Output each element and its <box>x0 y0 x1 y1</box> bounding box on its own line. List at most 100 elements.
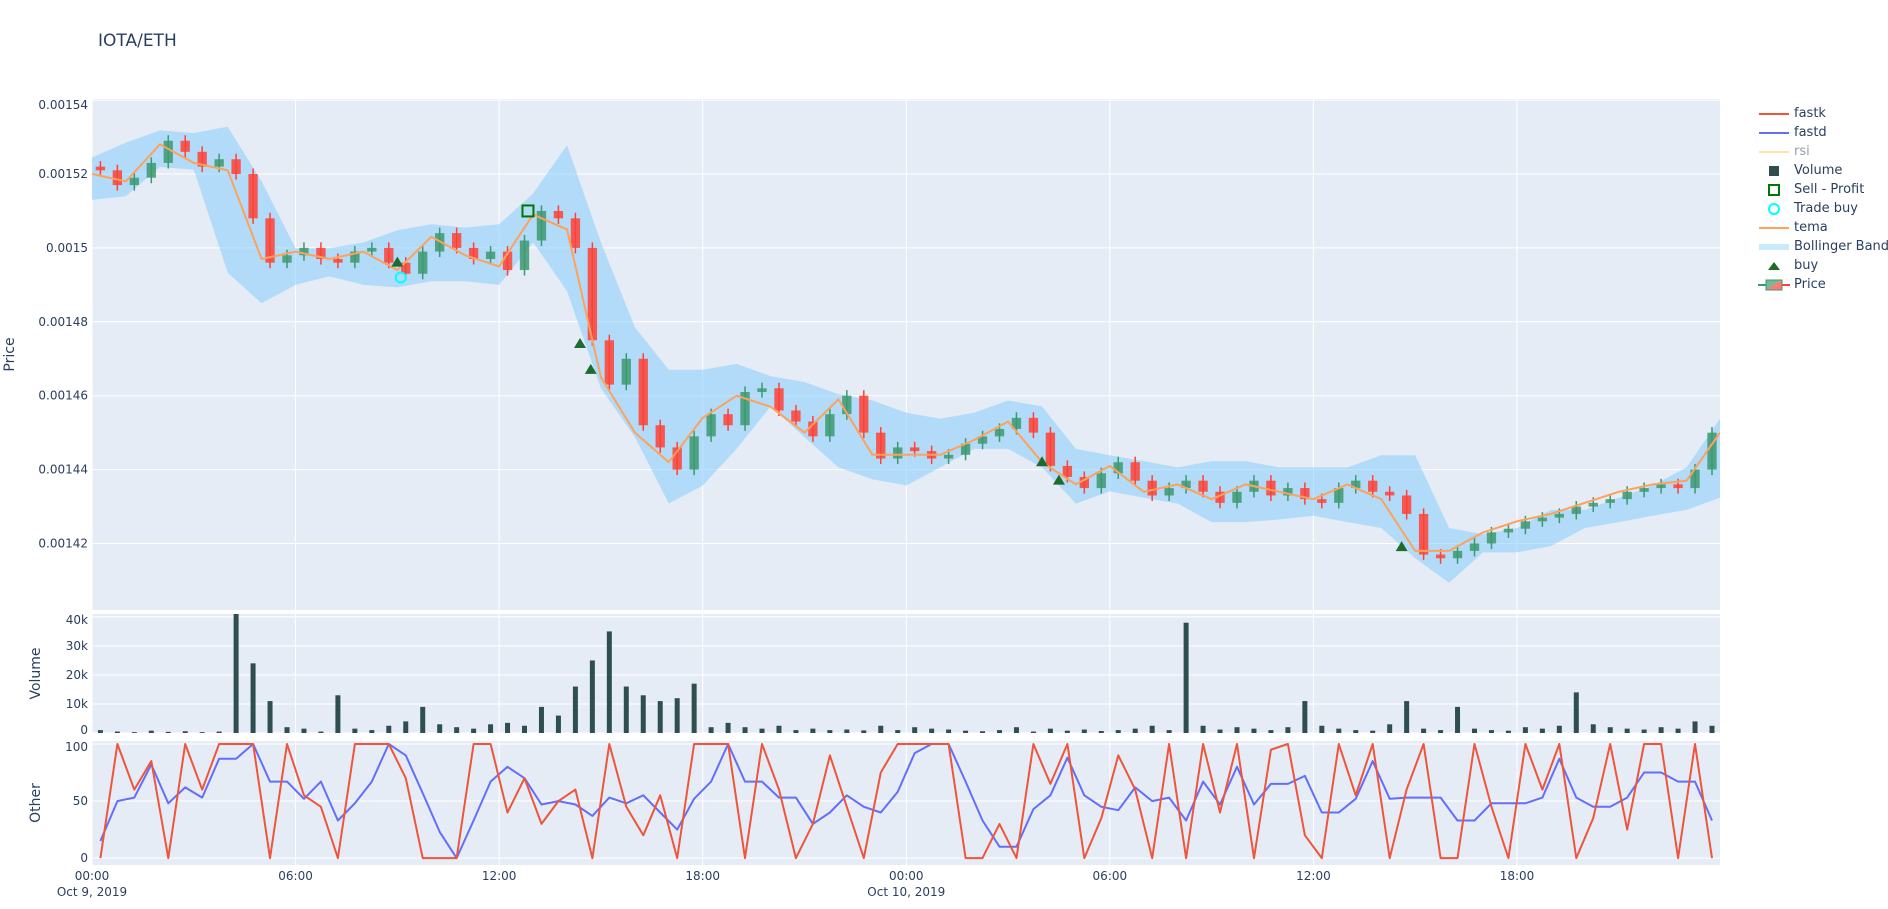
candle-body <box>1351 480 1361 489</box>
legend-item-rsi[interactable]: rsi <box>1756 142 1888 161</box>
candle <box>723 408 733 431</box>
legend-item-fastk[interactable]: fastk <box>1756 104 1888 123</box>
candle-body <box>808 421 818 437</box>
candle-body <box>485 251 496 259</box>
candle-body <box>1707 432 1717 470</box>
volume-bar <box>657 701 663 733</box>
other-y-tick-label: 0 <box>80 851 88 865</box>
legend-item-price[interactable]: Price <box>1756 275 1888 294</box>
legend-label: tema <box>1794 220 1828 235</box>
candle-body <box>1554 513 1564 518</box>
candle-body <box>910 447 920 452</box>
candle <box>519 234 530 276</box>
candle <box>418 246 428 280</box>
x-tick-label: 00:00 <box>889 869 924 883</box>
volume-bar <box>1047 728 1053 733</box>
legend-label: Price <box>1794 277 1826 292</box>
candle-body <box>163 140 173 163</box>
volume-bar <box>1319 725 1325 733</box>
volume-bar <box>1013 727 1019 733</box>
candle-body <box>231 159 241 175</box>
candle-body <box>1469 543 1480 551</box>
legend-item-sell-profit[interactable]: Sell - Profit <box>1756 180 1888 199</box>
volume-bar <box>844 729 850 733</box>
candle <box>112 164 123 191</box>
tema-line <box>92 143 1720 552</box>
candle <box>1401 489 1412 520</box>
volume-bar <box>318 731 324 733</box>
candle-body <box>825 414 835 437</box>
volume-bar <box>708 727 714 733</box>
legend-item-volume[interactable]: Volume <box>1756 161 1888 180</box>
price-y-tick-label: 0.00146 <box>38 389 88 403</box>
candle <box>1639 482 1649 498</box>
legend-item-buy[interactable]: buy <box>1756 256 1888 275</box>
candle-body <box>943 454 954 459</box>
legend-item-bollinger-band[interactable]: Bollinger Band <box>1756 237 1888 256</box>
volume-bar <box>1404 701 1410 733</box>
candle-body <box>1011 417 1022 429</box>
candle-body <box>1334 488 1344 503</box>
volume-bar <box>691 683 697 733</box>
volume-bar <box>1488 730 1494 733</box>
candle-body <box>282 255 292 263</box>
candle-body <box>1300 488 1310 500</box>
volume-bar <box>216 731 222 733</box>
candle-body <box>1181 480 1191 489</box>
candle <box>129 172 139 191</box>
volume-bar <box>97 730 103 733</box>
volume-bar <box>776 725 782 733</box>
price-y-tick-label: 0.0015 <box>46 241 88 255</box>
price-axis-title: Price <box>2 337 18 371</box>
volume-bar <box>997 730 1003 733</box>
price-y-tick-label: 0.00152 <box>38 167 88 181</box>
candle <box>536 205 547 247</box>
candle-body <box>1639 488 1649 492</box>
legend-item-trade-buy[interactable]: Trade buy <box>1756 199 1888 218</box>
candle-body <box>1385 491 1395 496</box>
x-tick-sublabel: Oct 10, 2019 <box>867 885 945 899</box>
volume-bar <box>1217 729 1223 733</box>
x-tick-label: 18:00 <box>685 869 720 883</box>
volume-bar <box>1709 725 1715 733</box>
volume-bar <box>895 730 901 733</box>
candle <box>197 146 207 173</box>
candle-body <box>757 388 767 393</box>
candle <box>502 246 513 276</box>
legend-item-fastd[interactable]: fastd <box>1756 123 1888 142</box>
candle <box>451 227 462 254</box>
x-tick-label: 06:00 <box>278 869 313 883</box>
candle-body <box>689 436 699 470</box>
candle-body <box>621 358 631 385</box>
buy-marker <box>1395 541 1408 552</box>
buy-marker <box>1052 474 1065 485</box>
volume-bar <box>1624 728 1630 733</box>
candle-body <box>1130 462 1140 481</box>
candle-body <box>112 170 123 186</box>
volume-bar <box>538 706 544 733</box>
candle <box>859 390 869 439</box>
candle <box>468 242 479 265</box>
candle-body <box>1198 480 1208 492</box>
volume-bar <box>403 721 409 733</box>
candle <box>689 430 699 476</box>
legend-label: buy <box>1794 258 1819 273</box>
trade-buy-marker <box>394 271 407 284</box>
candle <box>604 334 614 391</box>
candle <box>1045 427 1056 472</box>
candle-body <box>502 251 513 271</box>
legend-label: Volume <box>1794 163 1843 178</box>
candle <box>960 438 971 461</box>
volume-bar <box>437 724 443 733</box>
square-open-icon <box>1756 180 1792 199</box>
candle-body <box>1690 469 1700 489</box>
candle <box>1503 523 1514 538</box>
legend-item-tema[interactable]: tema <box>1756 218 1888 237</box>
volume-bar <box>1251 728 1257 733</box>
candle-body <box>1520 521 1531 529</box>
line-icon <box>1756 104 1792 123</box>
volume-bar <box>1030 731 1036 733</box>
volume-bar <box>1200 725 1206 733</box>
volume-bar <box>1234 727 1240 733</box>
candle-body <box>468 247 479 259</box>
